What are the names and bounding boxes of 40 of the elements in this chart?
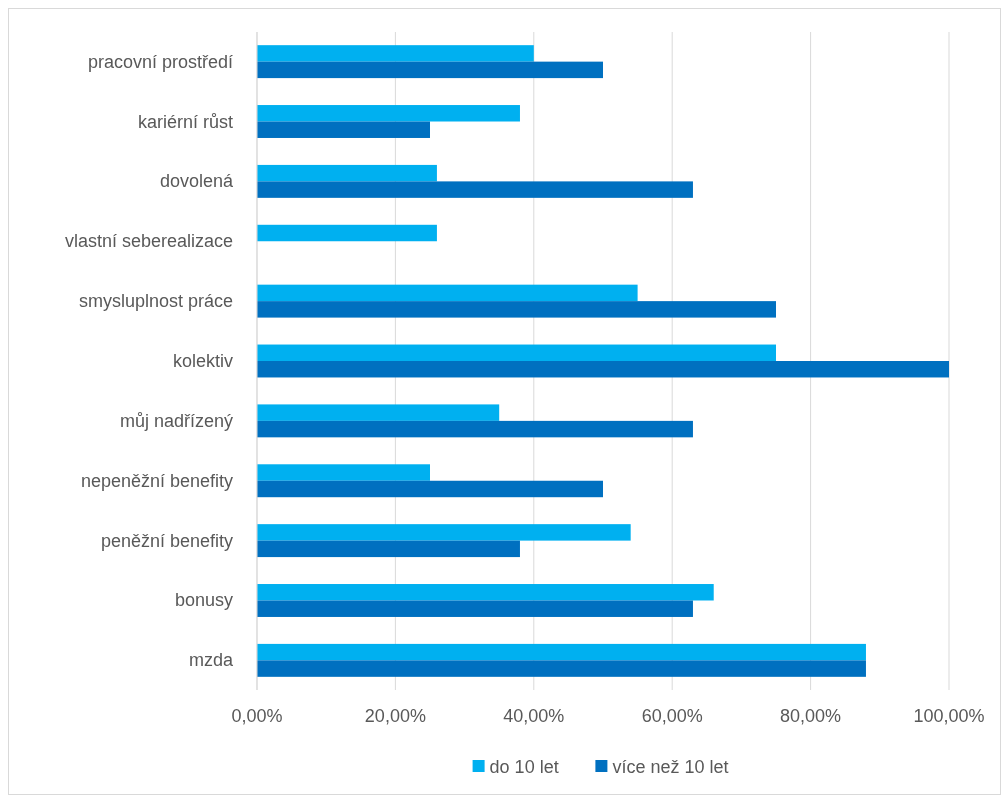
y-tick-label: dovolená (159, 171, 234, 192)
x-tick-label: 20,00% (364, 706, 426, 726)
bar (257, 464, 430, 481)
bar (257, 45, 534, 62)
bar (257, 584, 714, 601)
bar (257, 420, 693, 438)
legend-label: do 10 let (489, 757, 559, 777)
y-tick-label: pracovní prostředí (87, 51, 233, 72)
x-tick-label: 60,00% (641, 706, 703, 726)
bar (257, 361, 949, 378)
bar (257, 181, 693, 198)
y-tick-label: smysluplnost práce (78, 291, 233, 312)
bar (257, 344, 776, 361)
bar (257, 164, 437, 182)
bar (257, 301, 776, 318)
x-tick-label: 80,00% (780, 706, 842, 726)
bar (257, 540, 520, 558)
bar (257, 121, 430, 138)
bar (257, 643, 866, 661)
legend-label: více než 10 let (612, 757, 729, 777)
bar (257, 61, 603, 79)
bar (257, 480, 603, 498)
bar (257, 224, 437, 242)
bar (257, 524, 631, 541)
bar (257, 284, 638, 302)
y-tick-label: kolektiv (172, 351, 233, 371)
y-tick-label: peněžní benefity (100, 530, 233, 551)
bar (257, 660, 866, 677)
bar (257, 105, 520, 122)
x-tick-label: 100,00% (913, 706, 985, 726)
y-tick-label: mzda (188, 650, 234, 671)
y-tick-label: můj nadřízený (119, 410, 233, 431)
x-tick-label: 0,00% (231, 706, 283, 726)
bar (257, 600, 693, 617)
bar (257, 404, 500, 421)
y-tick-label: bonusy (174, 590, 233, 611)
y-tick-label: vlastní seberealizace (64, 231, 233, 252)
x-tick-label: 40,00% (503, 706, 565, 726)
y-tick-label: nepeněžní benefity (80, 470, 233, 491)
y-tick-label: kariérní růst (137, 111, 233, 132)
